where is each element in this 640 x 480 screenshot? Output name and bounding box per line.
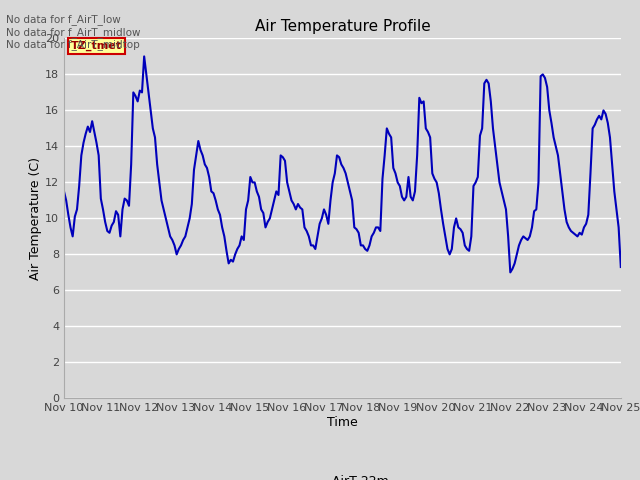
Legend: AirT 22m: AirT 22m [292,470,393,480]
Text: TZ_tmet: TZ_tmet [71,41,122,51]
Title: Air Temperature Profile: Air Temperature Profile [255,20,430,35]
X-axis label: Time: Time [327,416,358,429]
Text: No data for f_AirT_low
No data for f_AirT_midlow
No data for f_AirT_midtop: No data for f_AirT_low No data for f_Air… [6,14,141,50]
Y-axis label: Air Temperature (C): Air Temperature (C) [29,157,42,280]
